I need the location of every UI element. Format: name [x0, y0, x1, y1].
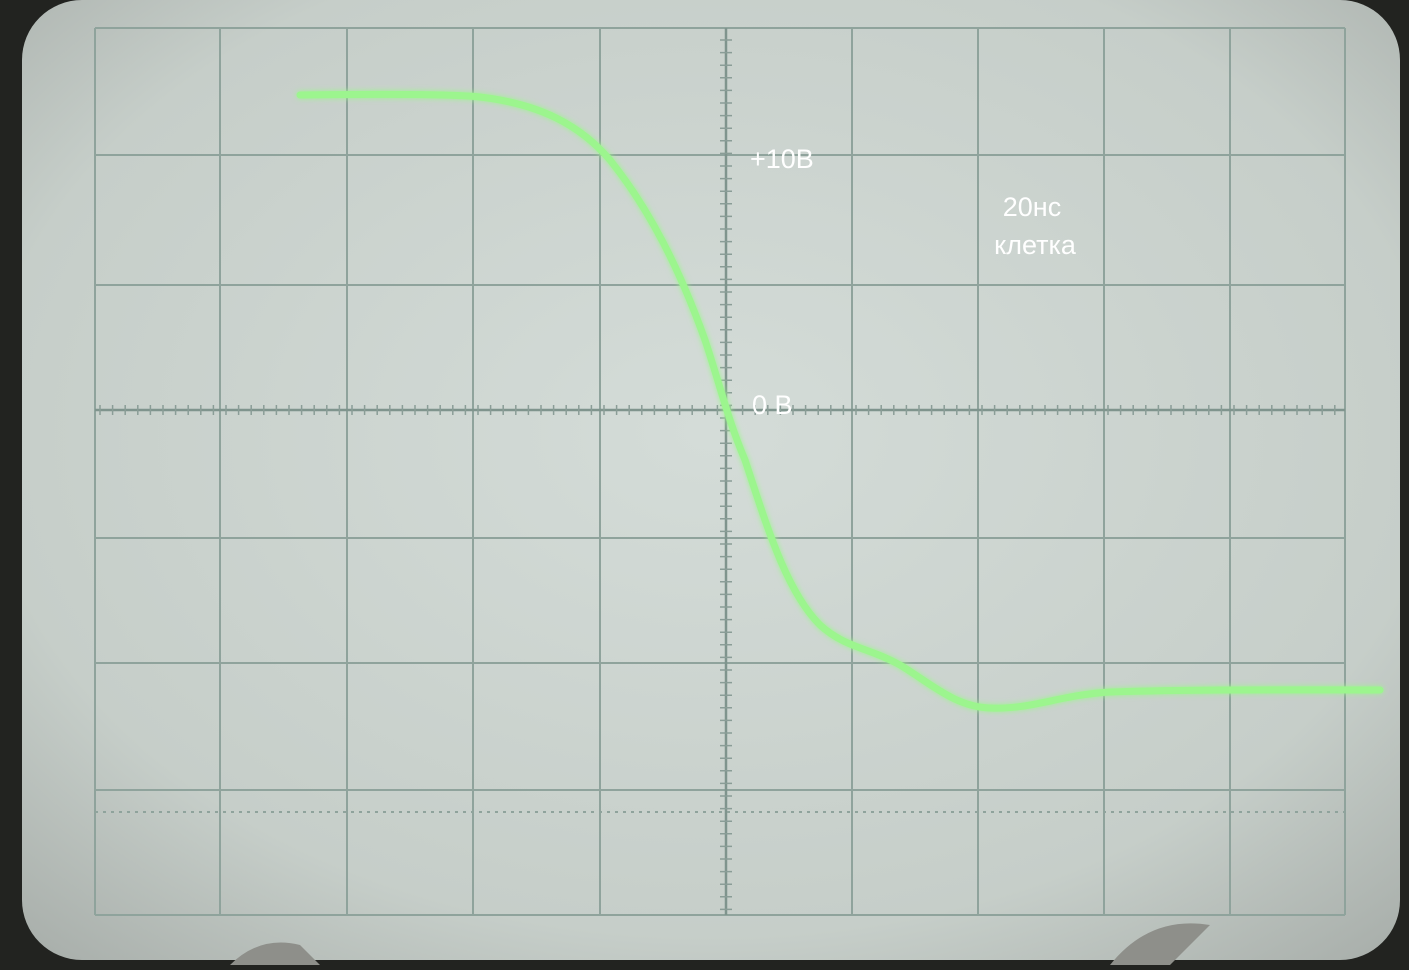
screen	[22, 0, 1400, 960]
page: +10В 0 В 20нс клетка (() => { const data…	[0, 0, 1409, 970]
time-label: 20нс	[1003, 192, 1061, 222]
oscilloscope-photo: +10В 0 В 20нс клетка	[0, 0, 1409, 970]
time-label: клетка	[994, 230, 1077, 260]
voltage-label: 0 В	[752, 390, 793, 420]
voltage-label: +10В	[750, 144, 814, 174]
